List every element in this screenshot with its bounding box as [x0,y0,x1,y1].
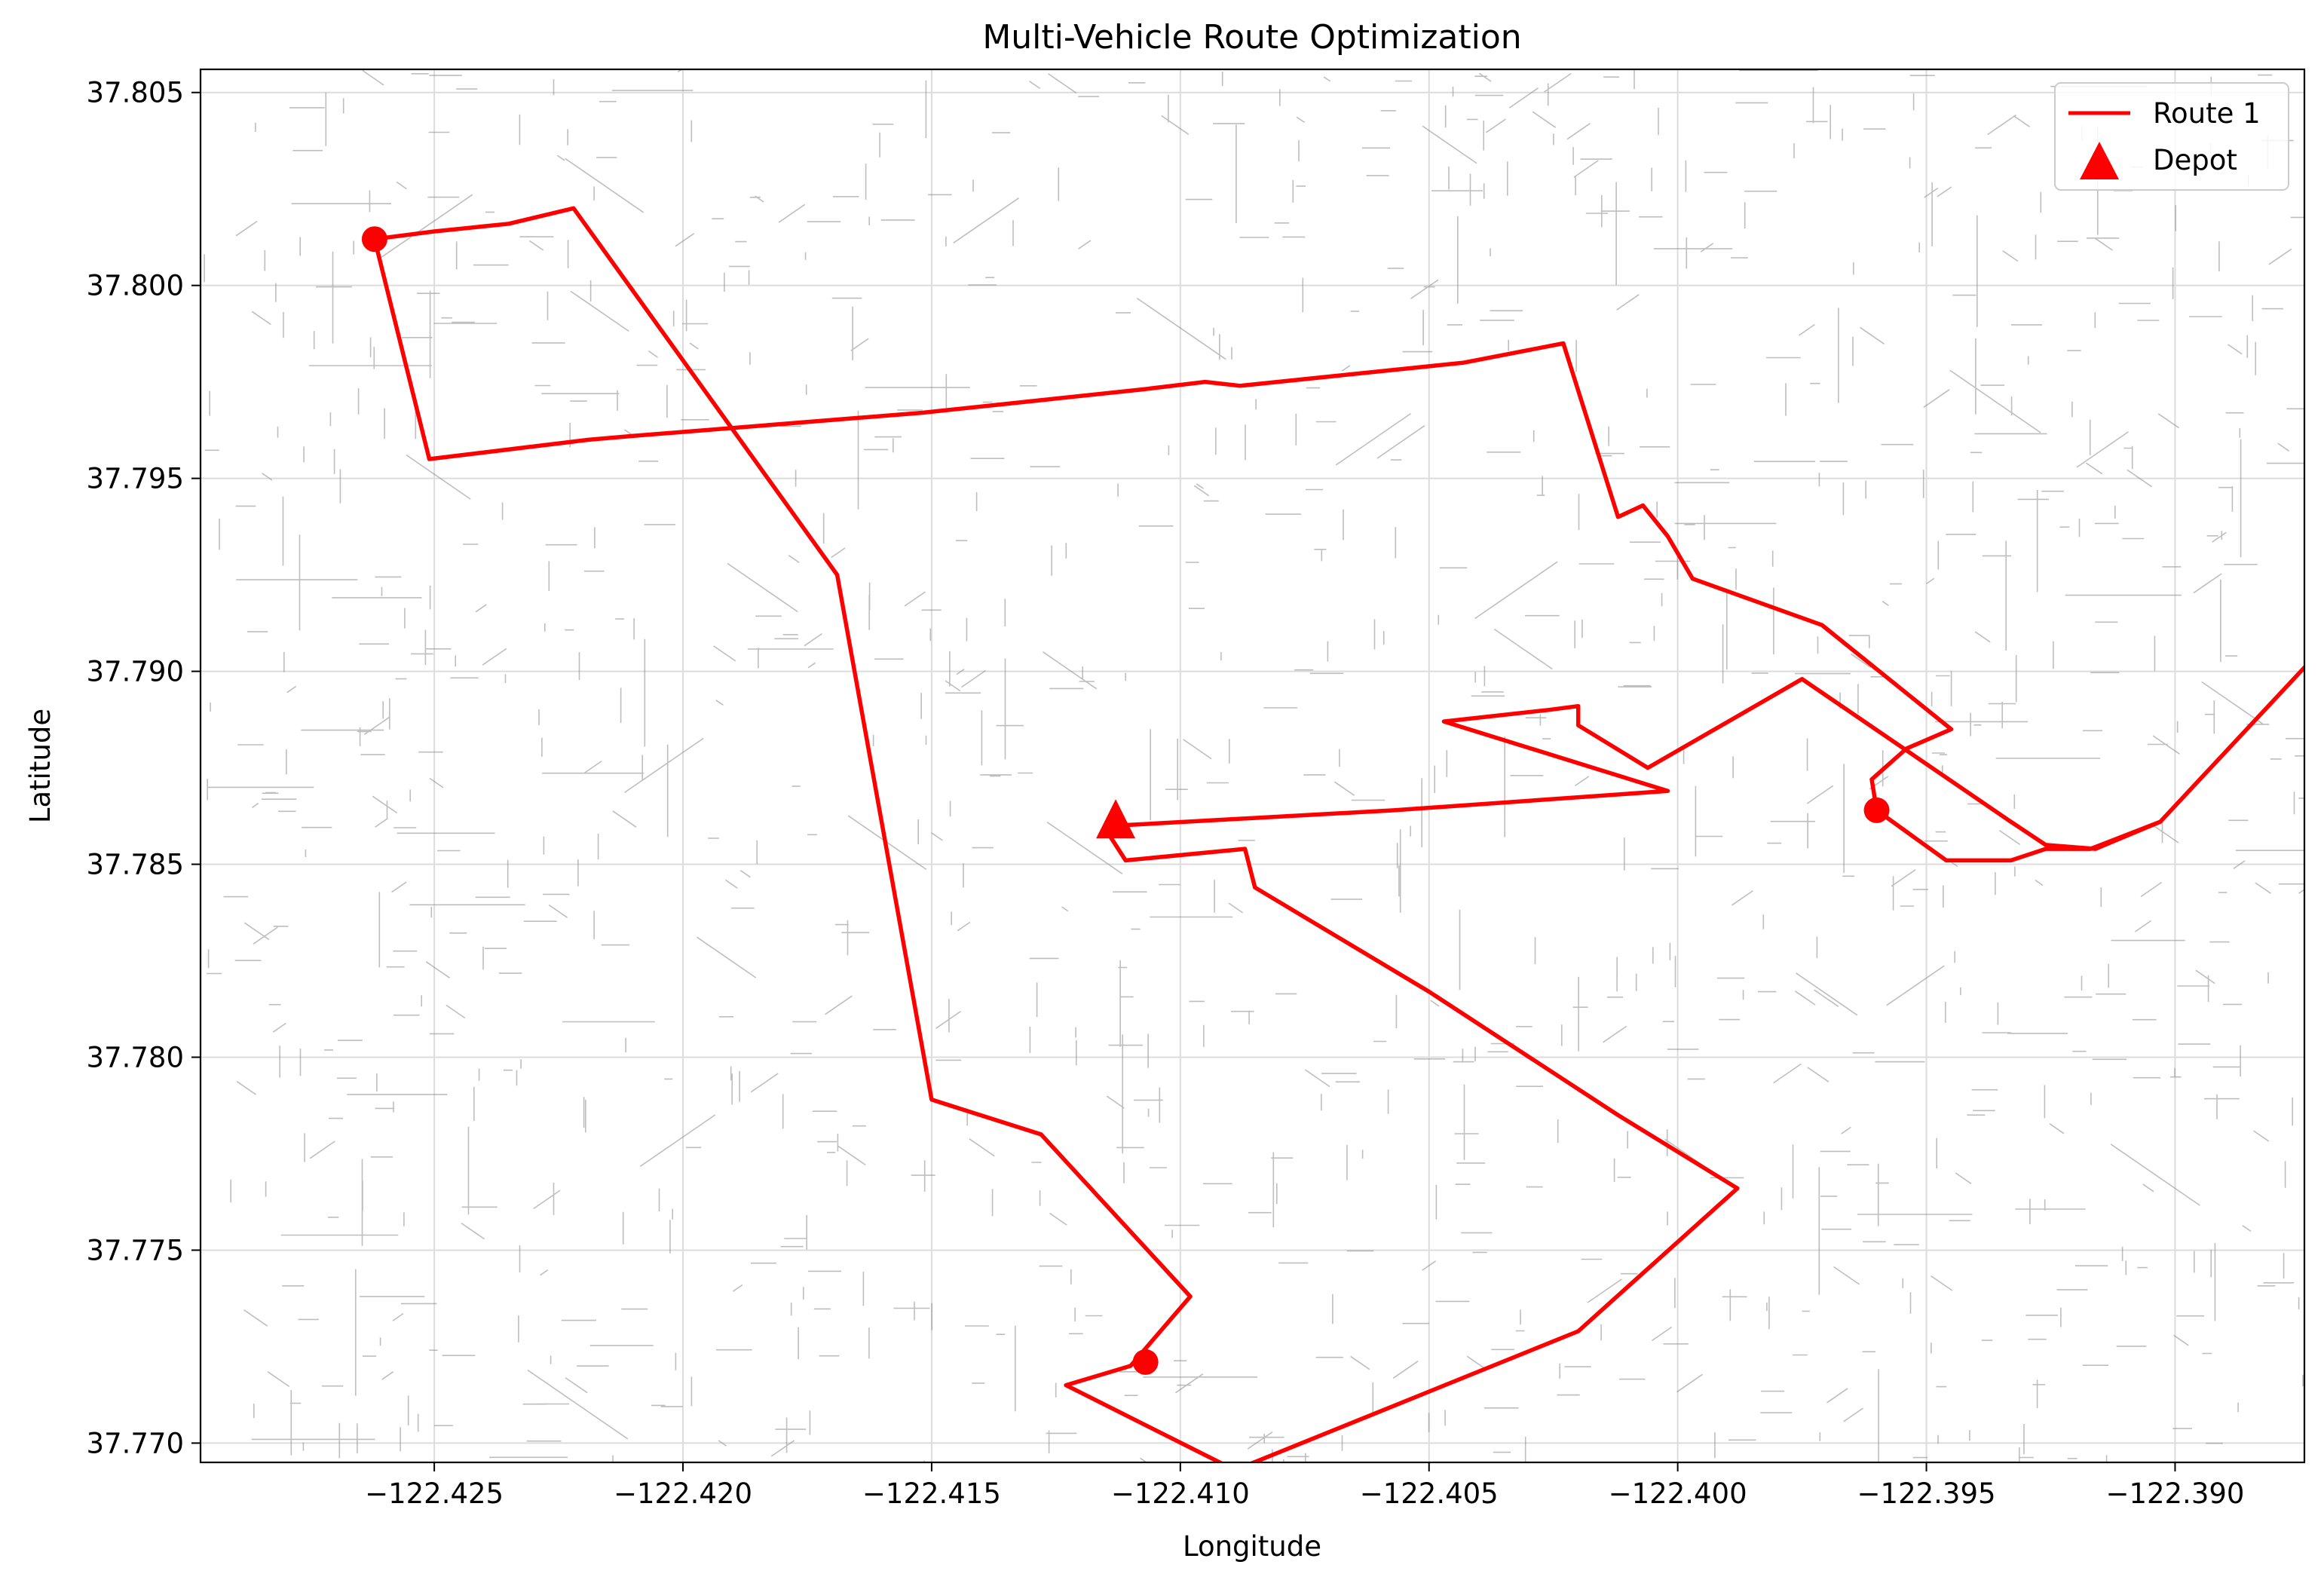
legend-route-label: Route 1 [2153,97,2261,130]
route-layer [372,206,2304,1462]
legend-depot-label: Depot [2153,144,2237,176]
x-tick-label: −122.395 [1857,1477,1996,1510]
x-tick-label: −122.410 [1111,1477,1250,1510]
stop-marker [361,226,387,253]
depot-marker [1096,799,1136,839]
plot-frame [199,68,2306,1464]
x-tick-label: −122.425 [365,1477,504,1510]
x-tick-label: −122.400 [1609,1477,1747,1510]
y-tick-label: 37.785 [87,849,184,881]
grid [201,69,2304,1462]
y-tick-label: 37.800 [87,270,184,302]
stop-marker [1863,797,1890,823]
y-tick-label: 37.795 [87,463,184,495]
x-tick-label: −122.390 [2105,1477,2244,1510]
y-tick-label: 37.775 [87,1234,184,1266]
x-tick-label: −122.405 [1360,1477,1499,1510]
x-tick-label: −122.420 [614,1477,752,1510]
y-tick-label: 37.805 [87,77,184,109]
chart-title: Multi-Vehicle Route Optimization [982,18,1521,57]
legend: Route 1 Depot [2054,82,2289,191]
x-axis-label: Longitude [1183,1530,1321,1563]
route-line [372,206,2304,1462]
street-segments [204,69,2304,1462]
x-tick-label: −122.415 [862,1477,1001,1510]
stop-marker [1132,1349,1159,1375]
marker-layer [361,226,1890,1375]
y-tick-label: 37.770 [87,1427,184,1459]
y-axis-label: Latitude [24,709,57,823]
y-tick-label: 37.790 [87,656,184,688]
y-tick-label: 37.780 [87,1041,184,1073]
legend-frame [2054,82,2289,191]
legend-depot-swatch [2080,142,2119,179]
street-network [204,69,2304,1462]
axis-ticks: −122.425 −122.420 −122.415 −122.410 −122.405… [87,77,2245,1510]
